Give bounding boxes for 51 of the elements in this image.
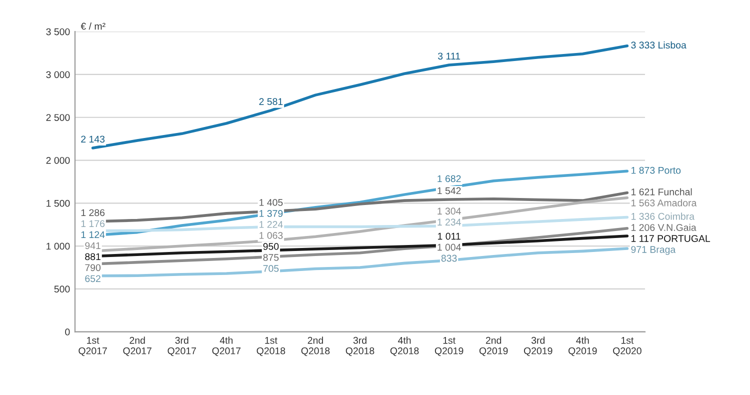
y-tick-label: 1 000 [46,242,70,250]
x-tick-label: 2nd Q2017 [123,336,152,356]
x-tick-label: 3rd Q2018 [346,336,374,356]
data-label: 3 111 [438,52,460,60]
x-tick-label: 4th Q2019 [568,336,597,356]
x-tick-label: 2nd Q2019 [479,336,508,356]
data-label: 941 [85,242,100,250]
data-label: 1 234 [438,218,461,226]
data-label: 790 [85,264,101,272]
data-label: 1 542 [438,187,461,194]
data-label: 1 004 [438,244,461,251]
data-label: 950 [263,243,279,250]
y-tick-label: 3 000 [46,71,70,78]
x-tick-label: 1st Q2018 [256,337,286,356]
y-axis-title: € / m² [80,22,106,30]
data-label: 1 682 [438,175,461,182]
data-label: 1 304 [438,208,461,215]
x-tick-label: 3rd Q2019 [524,336,552,356]
data-label: 875 [263,254,279,261]
y-tick-label: 0 [65,328,70,336]
data-label: 1 063 [260,232,283,239]
data-label: 705 [263,265,279,272]
x-tick-label: 1st Q2017 [78,337,107,356]
data-label: 1 011 [438,232,460,240]
y-tick-label: 2 000 [46,156,70,164]
text: 1 336 Coimbra [631,212,695,220]
x-tick-label: 4th Q2017 [212,336,241,356]
text: 1 873 Porto [631,166,681,174]
data-label: 652 [85,275,100,282]
text: 3 333 Lisboa [631,41,686,49]
text: 1 206 V.N.Gaia [631,224,696,231]
y-tick-label: 2 500 [46,114,70,121]
y-tick-label: 1 500 [46,200,70,207]
data-label: 2 581 [259,98,283,106]
data-label: 1 224 [260,221,283,228]
x-tick-label: 4th Q2018 [390,336,419,356]
data-label: 2 143 [81,136,105,143]
text: 1 117 PORTUGAL [631,235,710,242]
x-tick-label: 3rd Q2017 [168,336,196,356]
x-tick-label: 2nd Q2018 [301,336,330,356]
text: 971 Braga [631,246,676,255]
text: 1 563 Amadora [631,199,697,206]
line-series [91,44,629,150]
x-tick-label: 1st Q2020 [613,337,642,356]
x-tick-label: 1st Q2019 [434,337,464,356]
data-label: 1 405 [260,199,283,206]
data-label: 1 286 [81,209,105,216]
y-tick-label: 500 [54,286,70,293]
y-tick-label: 3 500 [46,28,70,36]
data-label: 1 176 [81,220,105,228]
text: 1 621 Funchal [631,188,692,196]
